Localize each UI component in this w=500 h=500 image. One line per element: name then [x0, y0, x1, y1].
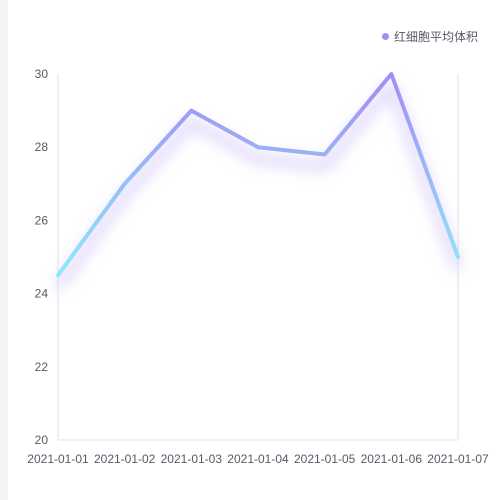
- y-tick-label: 26: [35, 213, 49, 227]
- x-tick-label: 2021-01-04: [227, 452, 289, 466]
- x-tick-label: 2021-01-01: [27, 452, 89, 466]
- x-tick-label: 2021-01-05: [294, 452, 356, 466]
- legend[interactable]: 红细胞平均体积: [381, 28, 478, 45]
- y-tick-label: 24: [35, 287, 49, 301]
- x-tick-label: 2021-01-02: [94, 452, 156, 466]
- y-tick-label: 28: [35, 140, 49, 154]
- legend-label: 红细胞平均体积: [393, 30, 478, 44]
- legend-marker: [381, 33, 389, 40]
- data-point[interactable]: [189, 109, 193, 113]
- data-point[interactable]: [456, 255, 460, 259]
- y-tick-label: 22: [35, 360, 49, 374]
- x-tick-label: 2021-01-06: [361, 452, 423, 466]
- data-point[interactable]: [323, 153, 327, 157]
- series-line[interactable]: [56, 72, 460, 278]
- series-line-shadow: [53, 81, 463, 291]
- x-tick-label: 2021-01-07: [427, 452, 489, 466]
- data-point[interactable]: [389, 72, 393, 76]
- data-point[interactable]: [56, 273, 60, 277]
- data-point[interactable]: [123, 182, 127, 186]
- left-edge-strip: [0, 0, 8, 500]
- data-point[interactable]: [256, 145, 260, 149]
- x-tick-label: 2021-01-03: [161, 452, 223, 466]
- y-tick-label: 30: [35, 67, 49, 81]
- y-tick-label: 20: [35, 433, 49, 447]
